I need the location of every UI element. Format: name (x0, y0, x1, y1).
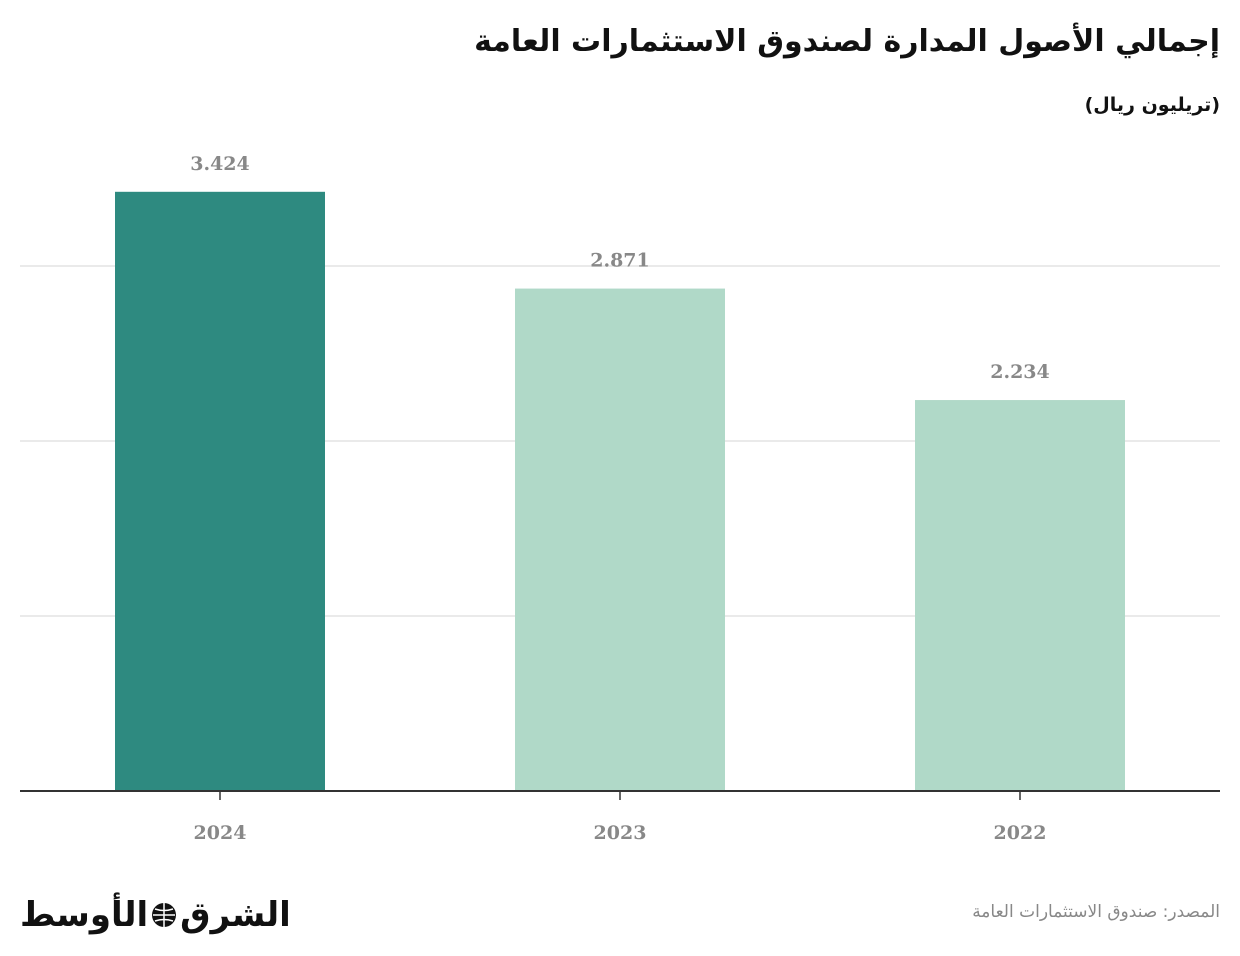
x-tick-label-2024: 2024 (194, 822, 247, 844)
logo-text-asharq: الشرق (180, 895, 292, 935)
data-label-2023: 2.871 (590, 250, 650, 272)
source-note: المصدر: صندوق الاستثمارات العامة (972, 902, 1220, 922)
bar-2023 (515, 288, 725, 791)
x-tick-label-2022: 2022 (994, 822, 1047, 844)
data-label-2024: 3.424 (190, 153, 250, 175)
logo-text-alawsat: الأوسط (20, 895, 149, 935)
bar-chart: 3.424 2024 2.871 2023 2.234 2022 (20, 153, 1220, 844)
chart-subtitle: (تريليون ريال) (1084, 94, 1220, 116)
chart-title: إجمالي الأصول المدارة لصندوق الاستثمارات… (474, 24, 1220, 59)
data-label-2022: 2.234 (990, 361, 1050, 383)
bar-2022 (915, 400, 1125, 791)
bar-2024 (115, 191, 325, 792)
globe-icon (152, 903, 177, 927)
publisher-logo: الشرق الأوسط (20, 892, 292, 938)
x-tick-label-2023: 2023 (594, 822, 647, 844)
